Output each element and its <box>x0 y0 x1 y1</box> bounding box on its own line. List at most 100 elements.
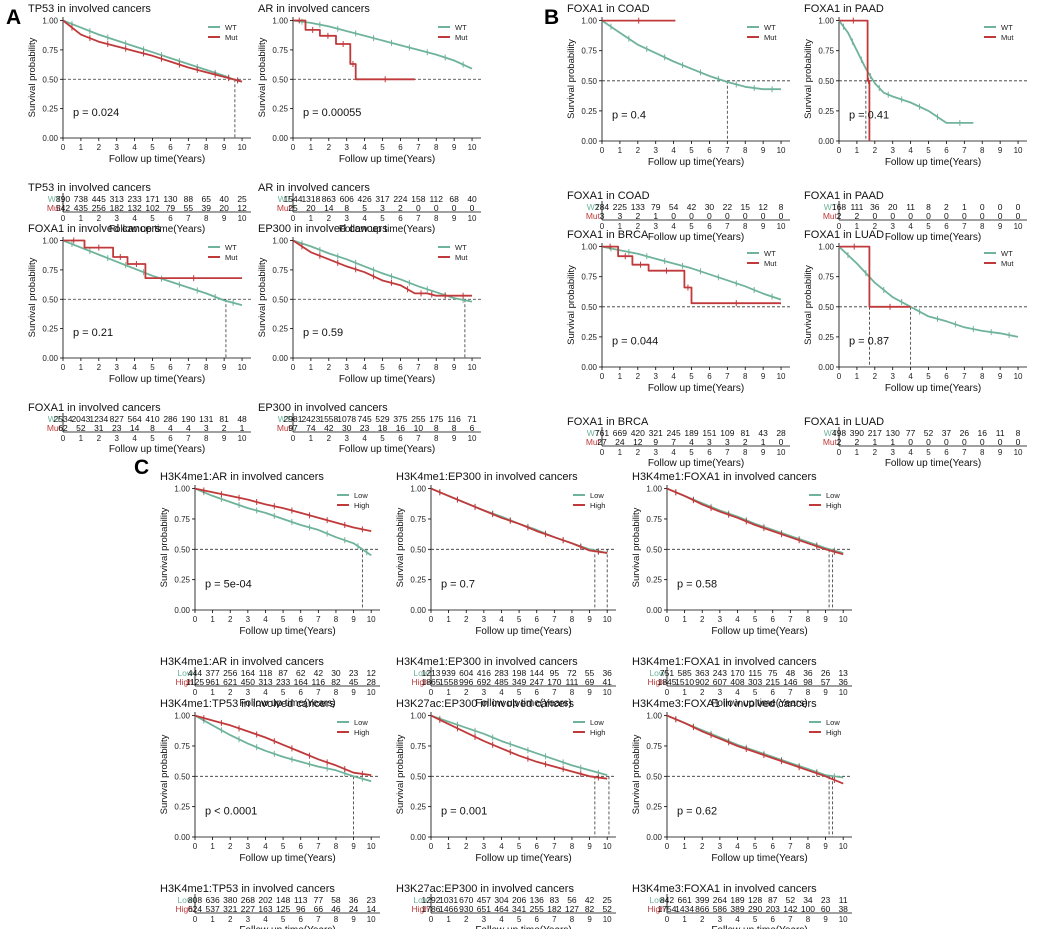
risk-row-label-high: High <box>412 904 430 914</box>
risk-row-label-wt: WT <box>278 194 291 204</box>
risk-value: 215 <box>766 677 780 687</box>
risk-value: 961 <box>206 677 220 687</box>
legend-label-low: Low <box>590 718 604 727</box>
x-axis-label: Follow up time(Years) <box>339 374 435 385</box>
risk-value: 189 <box>684 428 698 438</box>
risk-x-axis-label: Follow up time(Years) <box>109 224 205 235</box>
risk-value: 130 <box>163 194 177 204</box>
risk-x-axis-label: Follow up time(Years) <box>239 925 335 929</box>
x-tick-label: 9 <box>761 372 766 381</box>
x-tick-label: 0 <box>837 146 842 155</box>
risk-value: 1510 <box>675 677 694 687</box>
risk-value: 621 <box>223 677 237 687</box>
x-tick-label: 2 <box>97 363 102 372</box>
y-tick-label: 1.00 <box>581 17 597 26</box>
risk-x-tick-label: 2 <box>327 214 332 223</box>
p-value: p = 0.58 <box>677 579 717 591</box>
y-tick-label: 0.50 <box>581 303 597 312</box>
risk-value: 2 <box>944 202 949 212</box>
risk-value: 112 <box>429 194 443 204</box>
risk-value: 245 <box>667 428 681 438</box>
plot-title: TP53 in involved cancers <box>28 3 151 15</box>
risk-value: 115 <box>748 668 762 678</box>
series-line-wt <box>62 239 243 306</box>
x-tick-label: 4 <box>263 615 268 624</box>
risk-value: 52 <box>924 428 934 438</box>
x-tick-label: 7 <box>416 363 421 372</box>
risk-x-tick-label: 4 <box>362 434 367 443</box>
y-tick-label: 0.25 <box>646 576 662 585</box>
y-tick-label: 0.75 <box>272 46 288 55</box>
risk-row-label-high: High <box>412 677 430 687</box>
risk-value: 109 <box>720 428 734 438</box>
legend-label-wt: WT <box>764 249 776 258</box>
risk-value: 113 <box>294 895 308 905</box>
risk-x-tick-label: 0 <box>665 688 670 697</box>
x-tick-label: 3 <box>114 363 119 372</box>
y-tick-label: 0.25 <box>646 803 662 812</box>
risk-value: 255 <box>411 414 425 424</box>
y-axis-label: Survival probability <box>159 734 170 814</box>
y-tick-label: 0.75 <box>174 515 190 524</box>
x-tick-label: 10 <box>603 842 612 851</box>
y-tick-label: 0.50 <box>581 77 597 86</box>
y-tick-label: 0.00 <box>42 134 58 143</box>
x-tick-label: 2 <box>700 842 705 851</box>
risk-value: 182 <box>547 904 561 914</box>
risk-x-tick-label: 7 <box>725 448 730 457</box>
y-tick-label: 0.25 <box>410 576 426 585</box>
risk-value: 2 <box>743 437 748 447</box>
panel-letter-c: C <box>134 456 149 479</box>
risk-value: 31 <box>94 423 104 433</box>
risk-value: 399 <box>695 895 709 905</box>
y-tick-label: 0.75 <box>581 47 597 56</box>
risk-row-label-high: High <box>176 904 194 914</box>
risk-x-tick-label: 6 <box>534 688 539 697</box>
km-plot-c3: H3K4me1:FOXA1 in involved cancers 0.00 0.2… <box>631 471 852 637</box>
risk-row-label-low: Low <box>649 668 665 678</box>
risk-x-tick-label: 10 <box>468 434 477 443</box>
risk-value: 321 <box>649 428 663 438</box>
y-tick-label: 0.50 <box>818 303 834 312</box>
risk-x-tick-label: 10 <box>367 915 376 924</box>
x-tick-label: 10 <box>839 842 848 851</box>
risk-x-axis-label: Follow up time(Years) <box>648 458 744 469</box>
risk-value: 88 <box>184 194 194 204</box>
p-value: p = 0.7 <box>441 579 475 591</box>
y-tick-label: 0.00 <box>42 354 58 363</box>
risk-value: 3 <box>707 437 712 447</box>
x-tick-label: 6 <box>770 842 775 851</box>
risk-x-tick-label: 5 <box>689 448 694 457</box>
risk-value: 268 <box>241 895 255 905</box>
risk-value: 670 <box>459 895 473 905</box>
x-tick-label: 3 <box>246 842 251 851</box>
risk-value: 9 <box>653 437 658 447</box>
x-tick-label: 5 <box>517 615 522 624</box>
x-tick-label: 7 <box>316 615 321 624</box>
y-tick-label: 1.00 <box>174 485 190 494</box>
x-tick-label: 8 <box>570 842 575 851</box>
risk-value: 82 <box>331 677 341 687</box>
risk-value: 96 <box>296 904 306 914</box>
risk-value: 8 <box>344 203 349 213</box>
x-tick-label: 4 <box>735 842 740 851</box>
risk-value: 529 <box>375 414 389 424</box>
risk-x-tick-label: 1 <box>309 214 314 223</box>
y-tick-label: 0.00 <box>174 833 190 842</box>
risk-row-label-high: High <box>648 677 666 687</box>
x-tick-label: 5 <box>150 143 155 152</box>
risk-value: 1466 <box>439 904 458 914</box>
risk-x-tick-label: 5 <box>150 434 155 443</box>
risk-value: 22 <box>723 202 733 212</box>
risk-x-tick-label: 4 <box>671 222 676 231</box>
risk-x-tick-label: 1 <box>210 688 215 697</box>
risk-value: 11 <box>996 428 1005 438</box>
risk-value: 1031 <box>439 895 458 905</box>
risk-value: 420 <box>631 428 645 438</box>
legend-label-low: Low <box>354 491 368 500</box>
y-tick-label: 0.00 <box>174 606 190 615</box>
x-tick-label: 1 <box>309 363 314 372</box>
risk-value: 68 <box>449 194 459 204</box>
risk-table-title: FOXA1 in COAD <box>567 190 650 202</box>
risk-value: 0 <box>944 211 949 221</box>
